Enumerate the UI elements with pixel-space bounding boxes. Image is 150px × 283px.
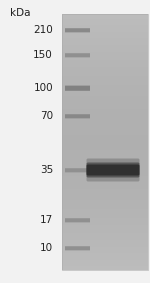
Bar (65, 246, 90, 250)
Bar (65, 28, 90, 32)
Bar (65, 218, 90, 222)
Text: kDa: kDa (10, 8, 30, 18)
Text: 17: 17 (40, 215, 53, 225)
Bar (65, 168, 90, 172)
Bar (65, 115, 90, 117)
Bar (65, 85, 90, 91)
FancyBboxPatch shape (87, 158, 140, 181)
Bar (65, 53, 90, 57)
Bar (65, 29, 90, 31)
Bar (65, 218, 90, 222)
Bar (65, 168, 90, 173)
Bar (65, 53, 90, 57)
Bar (65, 114, 90, 118)
Text: 150: 150 (33, 50, 53, 60)
Bar (65, 85, 90, 91)
Bar (65, 168, 90, 171)
Text: 100: 100 (33, 83, 53, 93)
Bar (65, 246, 90, 250)
FancyBboxPatch shape (87, 164, 140, 175)
Bar (65, 53, 90, 57)
Bar (65, 86, 90, 90)
Bar (65, 27, 90, 33)
Text: 10: 10 (40, 243, 53, 253)
Text: 70: 70 (40, 111, 53, 121)
Bar (65, 245, 90, 250)
Text: 210: 210 (33, 25, 53, 35)
FancyBboxPatch shape (87, 162, 140, 177)
Bar (65, 113, 90, 119)
Bar (65, 218, 90, 222)
Text: 35: 35 (40, 165, 53, 175)
Bar (62, 14, 148, 270)
